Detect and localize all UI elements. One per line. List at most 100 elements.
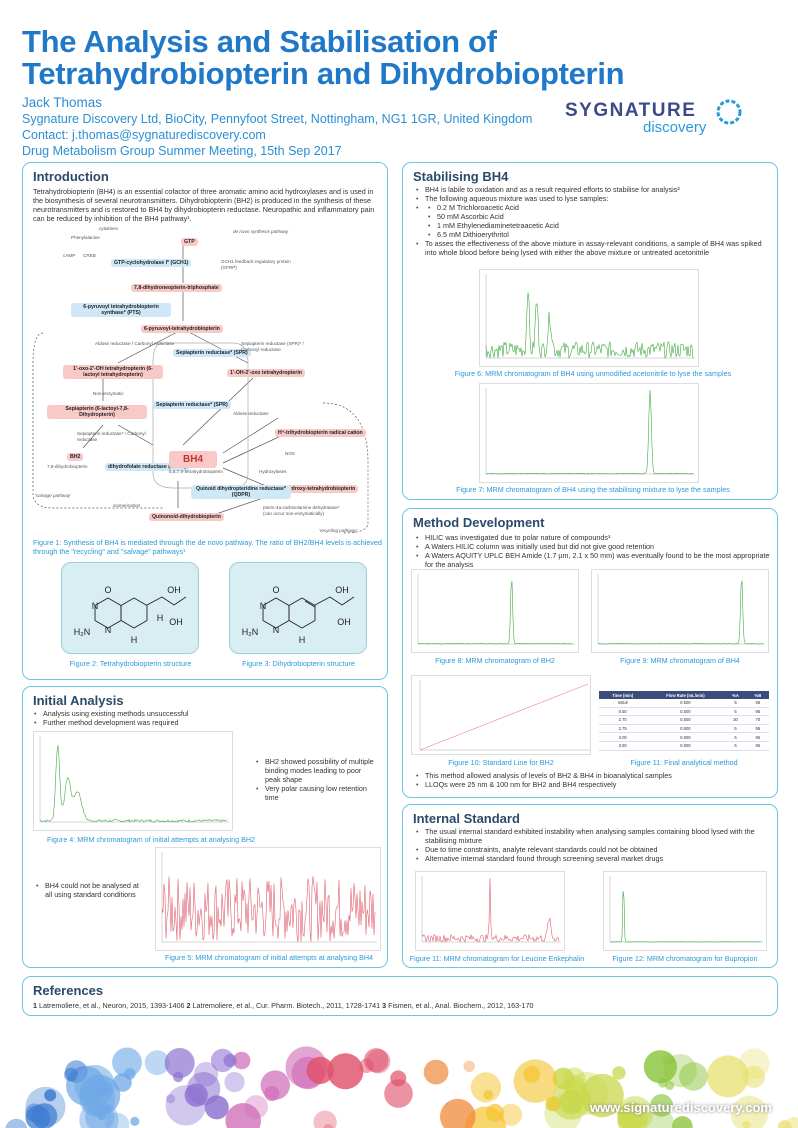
- pathway-label: Aldose reductase: [233, 411, 269, 416]
- table-cell: 2.75: [599, 724, 647, 734]
- introduction-panel: Introduction Tetrahydrobiopterin (BH4) i…: [22, 162, 388, 680]
- bubble: [384, 1079, 413, 1108]
- bullet: The usual internal standard exhibited in…: [416, 827, 770, 845]
- figure-caption: Figure 2: Tetrahydrobiopterin structure: [69, 659, 192, 668]
- pathway-node: Quinonoid-dihydrobiopterin: [149, 513, 224, 521]
- bubble: [25, 1086, 66, 1127]
- bubble: [97, 1080, 113, 1096]
- bubble: [663, 1054, 698, 1088]
- bubble: [672, 1116, 693, 1128]
- bubble: [679, 1062, 708, 1091]
- atom-label: OH: [335, 585, 349, 595]
- decorative-bubbles: [5, 1046, 798, 1128]
- stabilising-panel: Stabilising BH4 BH4 is labile to oxidati…: [402, 162, 778, 500]
- table-cell: 95: [746, 732, 769, 742]
- pathway-node: 4a-hydroxy-tetrahydrobiopterin: [275, 485, 359, 493]
- table-cell: 0.500: [646, 732, 725, 742]
- bullet: A Waters HILIC column was initially used…: [416, 542, 770, 551]
- chromatogram: [603, 871, 767, 951]
- reference-number: 3: [382, 1001, 387, 1010]
- pathway-label: CREB: [83, 253, 96, 258]
- bubble: [742, 1065, 766, 1088]
- reference-number: 1: [33, 1001, 37, 1010]
- bullet: BH2 showed possibility of multiple bindi…: [256, 757, 375, 784]
- figure-caption: Figure 6: MRM chromatogram of BH4 using …: [454, 369, 732, 378]
- atom-label: OH: [337, 617, 351, 627]
- table-header: %B: [746, 691, 769, 699]
- reference-list: 1 Latremoliere, et al., Neuron, 2015, 13…: [33, 1001, 773, 1010]
- pathway-node: BH4: [169, 451, 218, 468]
- bubble: [552, 1067, 574, 1089]
- bubble: [612, 1066, 626, 1080]
- table-cell: 30: [724, 715, 747, 725]
- pathway-node: 6-pyruvoyl-tetrahydrobiopterin: [141, 325, 223, 333]
- chromatogram: [155, 847, 381, 951]
- title-line: The Analysis and Stabilisation of: [22, 24, 497, 59]
- section-heading: Method Development: [413, 515, 545, 530]
- bubble: [323, 1124, 334, 1128]
- pathway-node: 1'-oxo-2'-OH tetrahydropterin (6-lactoyl…: [63, 365, 163, 379]
- pathway-label: Aldose reductase / Carbonyl reductase: [95, 341, 175, 346]
- bubble: [5, 1118, 28, 1128]
- bullet-list: BH4 is labile to oxidation and as a resu…: [415, 185, 770, 257]
- table-header: Time (min): [599, 691, 647, 699]
- bubble: [306, 1056, 334, 1084]
- structure-drawing: O OH N N H H₂N OH: [242, 585, 355, 645]
- table-cell: 0.500: [646, 741, 725, 751]
- method-table: Time (min) Flow Rate (mL/min) %A %B Initial 0…: [599, 691, 769, 751]
- references-panel: References 1 Latremoliere, et al., Neuro…: [22, 976, 778, 1016]
- pathway-label: 'salvage pathway': [35, 493, 71, 498]
- bullet-list: 0.2 M Trichloroacetic Acid50 mM Ascorbic…: [425, 203, 770, 239]
- bullet: LLOQs were 25 nm & 100 nm for BH2 and BH…: [416, 780, 770, 789]
- initial-analysis-panel: Initial Analysis Analysis using existing…: [22, 686, 388, 968]
- bubble: [742, 1120, 751, 1128]
- atom-label: H: [157, 613, 164, 623]
- bullet-list: Analysis using existing methods unsucces…: [33, 709, 373, 727]
- bubble: [164, 1048, 195, 1078]
- trace: [610, 890, 762, 943]
- atom-label: H₂N: [74, 627, 91, 637]
- pathway-node: GTP: [181, 238, 198, 246]
- pathway-label: Sepiapterin reductase* / Carbonyl reduct…: [77, 431, 146, 442]
- sub-list-item: 0.2 M Trichloroacetic Acid50 mM Ascorbic…: [416, 203, 770, 239]
- pathway-node: 7,8-dihydroneopterin-triphosphate: [131, 284, 222, 292]
- bullet-list: HILIC was investigated due to polar natu…: [415, 533, 770, 569]
- table-row: 2.70 0.500 30 70: [599, 715, 769, 725]
- standard-line: [411, 675, 591, 755]
- bubble: [563, 1075, 587, 1099]
- pathway-label: Phenylalanine: [71, 235, 100, 240]
- figure-caption: Figure 5: MRM chromatogram of initial at…: [164, 953, 374, 962]
- bubble: [643, 1050, 678, 1084]
- atom-label: OH: [167, 585, 181, 595]
- bond: [120, 597, 148, 629]
- bubble: [313, 1110, 337, 1128]
- chromatogram: [415, 871, 565, 951]
- bubble: [31, 1103, 58, 1128]
- bubble: [223, 1053, 237, 1068]
- structure-bh4: O OH N N H H₂N OH H: [61, 562, 199, 654]
- atom-label: OH: [169, 617, 183, 627]
- atom-label: H: [131, 635, 138, 645]
- table-cell: 3.50: [599, 741, 647, 751]
- structure-bh2: O OH N N H H₂N OH: [229, 562, 367, 654]
- bond: [262, 597, 290, 629]
- pathway-node: Sepiapterin reductase* (SPR): [173, 349, 251, 357]
- bubble: [738, 1048, 770, 1079]
- bubble: [580, 1073, 624, 1118]
- title-line: Tetrahydrobiopterin and Dihydrobiopterin: [22, 56, 625, 91]
- bullet: Due to time constraints, analyte relevan…: [416, 845, 770, 854]
- table-cell: 95: [746, 707, 769, 717]
- table-row: 3.00 0.500 5 95: [599, 732, 769, 742]
- trace: [421, 877, 560, 943]
- table-cell: 0.50: [599, 707, 647, 717]
- table-cell: 95: [746, 724, 769, 734]
- pathway-label: 7,8-dihydrobiopterin: [47, 464, 88, 469]
- table-cell: 5: [724, 699, 747, 708]
- chromatogram: [591, 569, 769, 653]
- bubble: [327, 1053, 364, 1090]
- bubble: [470, 1072, 502, 1103]
- trace: [39, 745, 228, 823]
- pathway-node: Sepiapterin reductase* (SPR): [153, 401, 231, 409]
- bubble: [166, 1094, 176, 1104]
- table-row: 0.50 0.500 5 95: [599, 707, 769, 717]
